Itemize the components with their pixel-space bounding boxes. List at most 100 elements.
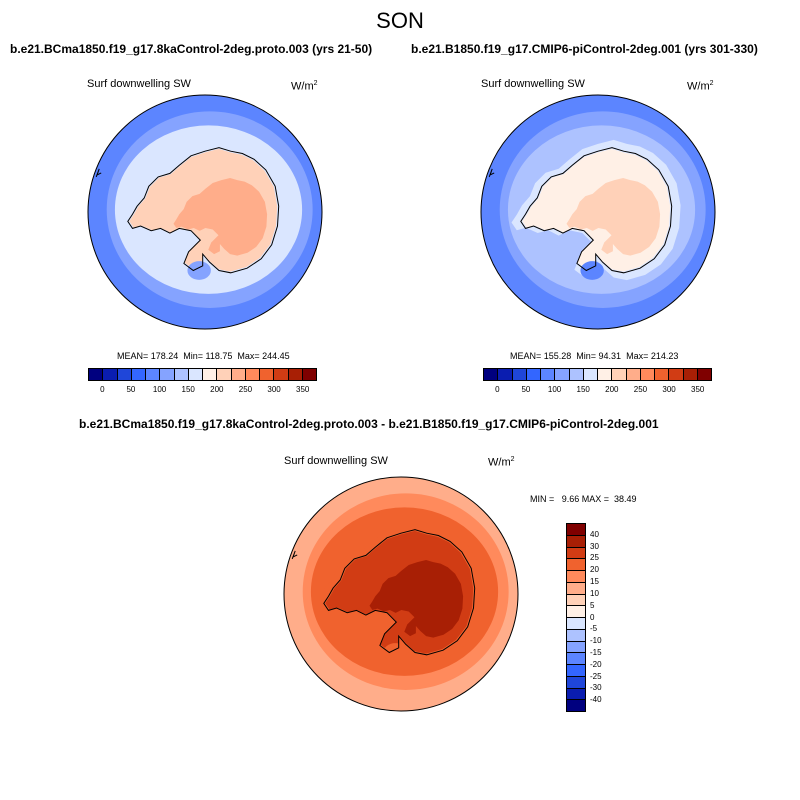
colorbar-swatch [567, 676, 585, 689]
panel2-variable: Surf downwelling SW [481, 78, 585, 90]
colorbar-tick-label: 5 [590, 600, 595, 610]
colorbar-tick-label: 10 [590, 588, 599, 598]
panel2-stats: MEAN= 155.28 Min= 94.31 Max= 214.23 [510, 351, 679, 361]
colorbar-tick-label: -5 [590, 624, 598, 634]
panel1-stats: MEAN= 178.24 Min= 118.75 Max= 244.45 [117, 351, 290, 361]
panel3-title: b.e21.BCma1850.f19_g17.8kaControl-2deg.p… [79, 417, 659, 431]
colorbar-swatch [626, 369, 641, 380]
colorbar-tick-label: -15 [590, 647, 602, 657]
map-boundary [87, 94, 323, 330]
panel3-colorbar-ticks: -40 -30 -25 -20 -15 -10 -5 0 5 10 15 20 25 30 40 [590, 0, 630, 800]
colorbar-swatch [245, 369, 260, 380]
colorbar-swatch [302, 369, 316, 380]
colorbar-tick-label: -40 [590, 695, 602, 705]
weddell-sea-field [383, 643, 407, 662]
panel3-variable: Surf downwelling SW [284, 455, 388, 467]
colorbar-swatch [160, 369, 175, 380]
colorbar-swatch [89, 369, 104, 380]
land-interior-field [566, 178, 661, 256]
colorbar-tick-label: 0 [100, 385, 105, 394]
weddell-sea-field [187, 261, 211, 280]
colorbar-swatch [274, 369, 289, 380]
antarctica-coastline [127, 147, 280, 274]
colorbar-tick-label: 350 [296, 385, 310, 394]
colorbar-swatch [567, 653, 585, 665]
colorbar-swatch [567, 629, 585, 642]
land-interior-field [369, 560, 464, 638]
colorbar-swatch [567, 535, 585, 548]
colorbar-swatch [567, 665, 585, 677]
colorbar-swatch [260, 369, 275, 380]
weddell-sea-field [580, 261, 604, 280]
colorbar-tick-label: 300 [267, 385, 281, 394]
colorbar-tick-label: 200 [605, 385, 619, 394]
map-boundary [283, 476, 519, 712]
colorbar-tick-label: 250 [238, 385, 253, 394]
colorbar-tick-label: 350 [691, 385, 705, 394]
panel3-stats: MIN = 9.66 MAX = 38.49 [530, 494, 637, 504]
colorbar-swatch [231, 369, 246, 380]
panel2-title: b.e21.B1850.f19_g17.CMIP6-piControl-2deg… [411, 42, 758, 56]
colorbar-swatch [555, 369, 570, 380]
colorbar-swatch [567, 700, 585, 711]
panel3-colorbar [566, 523, 586, 712]
panel3-units: W/m2 [488, 456, 515, 469]
colorbar-swatch [583, 369, 598, 380]
south-america-tip [488, 168, 495, 178]
colorbar-tick-label: 300 [662, 385, 676, 394]
colorbar-swatch [567, 582, 585, 595]
colorbar-tick-label: 150 [181, 385, 195, 394]
colorbar-swatch [131, 369, 146, 380]
colorbar-tick-label: 250 [633, 385, 648, 394]
colorbar-tick-label: 50 [521, 385, 531, 394]
panel2-colorbar-ticks: 0 50 100 150 200 250 300 350 [0, 385, 800, 397]
colorbar-swatch [697, 369, 711, 380]
colorbar-swatch [498, 369, 513, 380]
colorbar-tick-label: 30 [590, 541, 599, 551]
colorbar-swatch [174, 369, 189, 380]
colorbar-swatch [103, 369, 118, 380]
colorbar-swatch [217, 369, 232, 380]
colorbar-swatch [526, 369, 541, 380]
colorbar-swatch [655, 369, 670, 380]
colorbar-swatch [569, 369, 584, 380]
colorbar-tick-label: -30 [590, 683, 602, 693]
colorbar-tick-label: 40 [590, 529, 599, 539]
colorbar-swatch [683, 369, 698, 380]
antarctica-coastline [520, 147, 673, 274]
colorbar-tick-label: 25 [590, 553, 599, 563]
colorbar-tick-label: -10 [590, 636, 602, 646]
colorbar-tick-label: 15 [590, 577, 599, 587]
colorbar-tick-label: 0 [590, 612, 595, 622]
colorbar-tick-label: 20 [590, 565, 599, 575]
south-america-tip [95, 168, 102, 178]
panel2-colorbar [483, 368, 712, 381]
colorbar-swatch [669, 369, 684, 380]
colorbar-swatch [567, 606, 585, 618]
panel1-title: b.e21.BCma1850.f19_g17.8kaControl-2deg.p… [10, 42, 373, 56]
colorbar-swatch [567, 559, 585, 571]
colorbar-tick-label: 100 [152, 385, 167, 394]
colorbar-swatch [612, 369, 627, 380]
south-america-tip [291, 550, 298, 560]
colorbar-tick-label: 50 [126, 385, 136, 394]
colorbar-tick-label: 100 [547, 385, 562, 394]
panel1-variable: Surf downwelling SW [87, 78, 191, 90]
panel1-colorbar-ticks: 0 50 100 150 200 250 300 350 [0, 385, 800, 397]
colorbar-swatch [146, 369, 161, 380]
season-title: SON [376, 8, 424, 33]
colorbar-tick-label: 200 [210, 385, 224, 394]
colorbar-swatch [541, 369, 556, 380]
panel1-units: W/m2 [291, 80, 318, 93]
colorbar-swatch [484, 369, 499, 380]
panel1-colorbar [88, 368, 317, 381]
antarctica-coastline [323, 529, 476, 656]
panel2-units: W/m2 [687, 80, 714, 93]
colorbar-tick-label: -20 [590, 659, 602, 669]
land-interior-field [173, 178, 268, 256]
colorbar-swatch [567, 547, 585, 560]
colorbar-swatch [598, 369, 613, 380]
